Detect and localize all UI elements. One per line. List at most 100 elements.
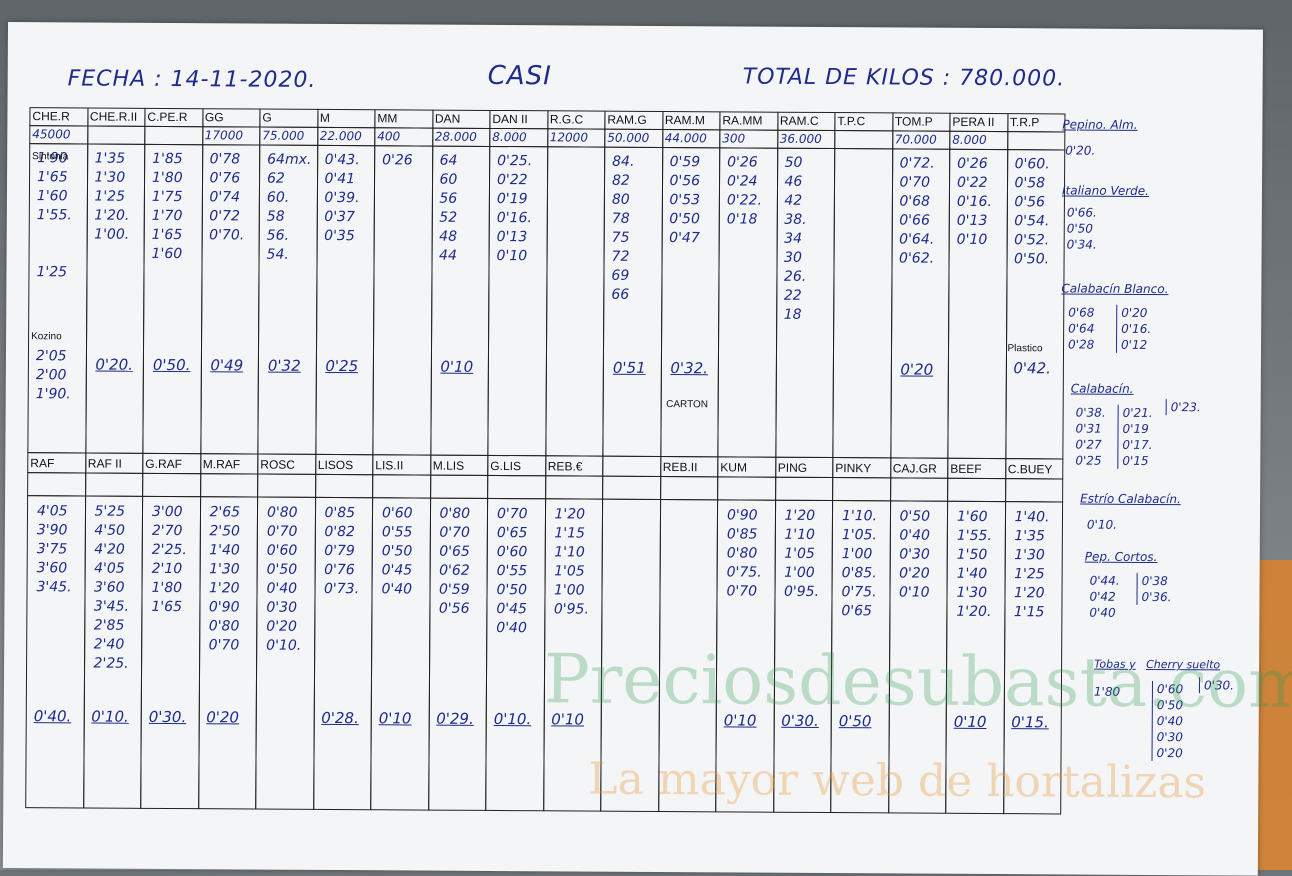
side-values-pep-cortos-b: 0'38 0'36. [1136,572,1172,606]
bottom-column-code: C.BUEY [1007,462,1053,477]
bottom-column-final: 0'20 [206,708,240,727]
side-label-calabacin-blanco: Calabacín Blanco. [1061,281,1169,297]
top-column-final: 0'32. [670,359,708,378]
side-label-italiano-verde: Italiano Verde. [1061,183,1150,198]
bottom-column-final: 0'29. [436,709,474,728]
top-column-code: T.R.P [1009,115,1040,130]
bottom-column-prices: 0'90 0'85 0'80 0'75. 0'70 [726,507,762,600]
bottom-column-code: REB.II [662,460,698,475]
top-column-final: 0'10 [440,357,474,376]
top-column-final: 0'50. [152,355,191,375]
bottom-column-code: RAF II [87,456,122,471]
bottom-column-prices: 0'80 0'70 0'65 0'62 0'59 0'56 [438,505,471,617]
table-cell [199,473,259,498]
top-column-prices: 50 46 42 38. 34 30 26. 22 18 [783,154,807,323]
table-cell [86,125,146,145]
top-column-code: RAM.C [779,113,819,128]
top-column-prices: 0'26 [382,152,413,169]
bottom-column-code: LISOS [317,457,354,473]
bottom-column-prices: 0'60 0'55 0'50 0'45 0'40 [381,505,413,598]
bottom-column-prices: 0'70 0'65 0'60 0'55 0'50 0'45 0'40 [496,505,528,637]
table-cell [834,130,893,150]
top-column-prices: 0'59 0'56 0'53 0'50 0'47 [669,154,701,247]
table-cell [144,125,203,146]
side-label-calabacin: Calabacín. [1070,381,1134,396]
top-column-final: 0'20 [900,360,934,379]
side-values-calabacin-c: 0'23. [1165,399,1201,416]
side-values-pepino-alm: 0'20. [1065,143,1096,158]
top-column-code: GG [204,110,224,125]
top-column-kilos: 50.000 [607,130,650,145]
table-cell [1004,478,1064,503]
top-column-kilos: 45000 [32,127,71,142]
total-kilos: TOTAL DE KILOS : 780.000. [742,64,1066,92]
table-cell [257,473,316,498]
bottom-column-code: BEEF [950,461,982,476]
side-label-estrio: Estrío Calabacín. [1080,491,1181,507]
watermark-line-1: Preciosdesubasta.com [543,640,1292,724]
top-column-code: TOM.P [894,114,933,129]
table-cell [947,477,1006,503]
top-column-kilos: 28.000 [434,129,477,144]
plastico-label: Plastico [1007,343,1043,355]
top-column-code: MM [377,111,398,126]
sintonia-label: Sintonia [32,151,69,163]
bottom-column-code: G.LIS [490,458,522,474]
table-cell [659,475,719,501]
bottom-column-prices: 1'40. 1'35 1'30 1'25 1'20 1'15 [1013,509,1050,621]
bottom-column-code: CAJ.GR [892,461,937,476]
top-column-kilos: 8.000 [952,132,987,147]
top-column-prices: 0'43. 0'41 0'39. 0'37 0'35 [324,151,360,245]
bottom-column-prices: 1'20 1'10 1'05 1'00 0'95. [783,507,820,600]
top-column-code: T.P.C [837,114,866,129]
table-cell [602,455,661,477]
top-column-prices: 1'85 1'80 1'75 1'70 1'65 1'60 [151,150,183,263]
table-cell [314,473,374,499]
top-column-prices: 0'26 0'22 0'16. 0'13 0'10 [956,155,992,248]
top-column-code: M [319,110,330,125]
top-column-kilos: 12000 [549,130,589,145]
top-column-kilos: 22.000 [319,128,362,144]
bottom-column-prices: 1'10. 1'05. 1'00 0'85. 0'75. 0'65 [841,508,878,620]
table-cell [372,145,433,456]
bottom-column-final: 0'10. [91,707,129,726]
top-column-final: 0'32 [267,356,301,375]
bottom-column-final: 0'10. [493,709,532,729]
bottom-column-prices: 5'25 4'50 4'20 4'05 3'60 3'45. 2'85 2'40… [93,503,130,672]
bottom-column-code: KUM [720,460,748,475]
bottom-column-code: REB.€ [547,459,583,474]
side-label-pepino-alm: Pepino. Alm. [1062,117,1138,132]
bottom-column-code: RAF [30,456,55,471]
side-values-italiano-verde: 0'66. 0'50 0'34. [1066,205,1097,252]
top-column-kilos: 400 [377,129,401,144]
table-cell [774,476,834,502]
top-column-kilos: 36.000 [779,131,822,146]
top-column-code: DAN [434,111,461,126]
table-cell [1006,131,1066,151]
bottom-column-prices: 0'80 0'70 0'60 0'50 0'40 0'30 0'20 0'10. [266,504,302,654]
table-cell [372,474,431,499]
table-cell [889,477,949,502]
bottom-column-final: 0'40. [33,707,72,726]
bottom-column-prices: 0'85 0'82 0'79 0'76 0'73. [323,504,360,598]
bottom-column-final: 0'10 [378,709,412,728]
watermark-line-2: La mayor web de hortalizas [588,753,1207,809]
price-sheet: FECHA : 14-11-2020. CASI TOTAL DE KILOS … [2,22,1292,876]
table-cell [832,148,893,459]
top-column-final: 0'49 [210,356,244,375]
side-values-calabacin-b: 0'21. 0'19 0'17. 0'15 [1117,404,1153,469]
top-column-code: RA.MM [722,113,763,128]
top-column-prices: 1'90 1'65 1'60 1'55. 1'25 [36,150,72,281]
top-column-prices: 64 60 56 52 48 44 [439,152,458,264]
plastico-price: 0'42. [1013,359,1051,378]
top-column-code: C.PE.R [147,109,188,125]
bottom-column-code: M.LIS [432,458,465,473]
top-column-kilos: 70.000 [894,132,937,147]
table-cell [544,146,606,457]
top-column-code: CHE.R.II [89,109,138,124]
top-column-code: RAM.G [607,112,647,127]
top-column-kilos: 17000 [204,128,244,143]
table-cell [544,475,604,500]
top-column-prices: 84. 82 80 78 75 72 69 66 [611,153,635,303]
top-column-final: 0'51 [612,358,646,377]
